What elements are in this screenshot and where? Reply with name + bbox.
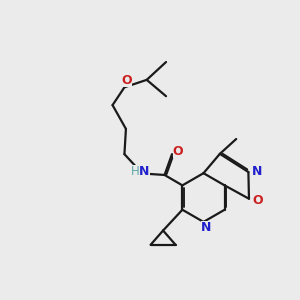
Text: O: O — [122, 74, 132, 87]
Text: O: O — [252, 194, 262, 207]
Text: N: N — [251, 165, 262, 178]
Text: H: H — [131, 165, 140, 178]
Text: N: N — [201, 221, 211, 234]
Text: O: O — [172, 145, 183, 158]
Text: N: N — [139, 165, 149, 178]
